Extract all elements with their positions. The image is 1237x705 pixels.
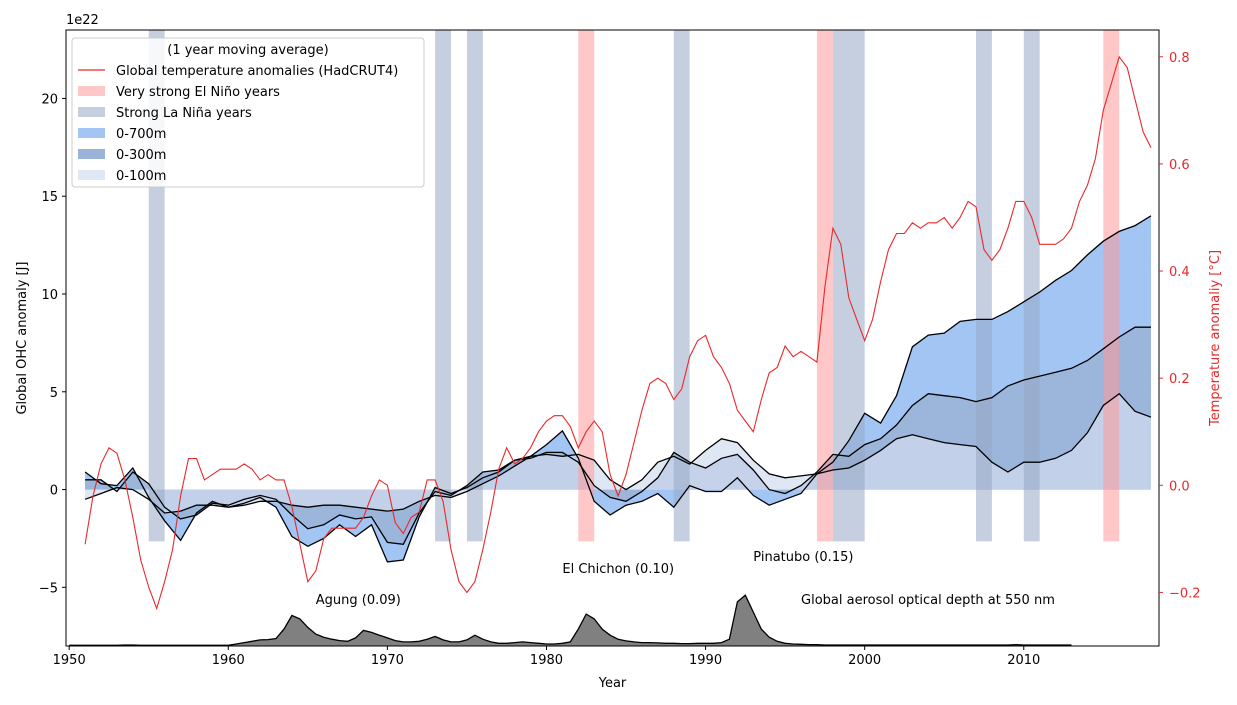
la-nina-band (435, 30, 452, 542)
y2-tick-label: 0.6 (1169, 158, 1190, 173)
legend-swatch (78, 107, 105, 117)
legend-title: (1 year moving average) (167, 43, 328, 58)
y2-tick-label: 0.4 (1169, 265, 1190, 280)
legend-entry: 0-300m (116, 148, 166, 163)
y-tick-label: 15 (41, 190, 58, 205)
legend-entry: 0-100m (116, 169, 166, 184)
el-nino-band (1103, 30, 1120, 542)
x-tick-label: 2000 (848, 653, 881, 668)
la-nina-band (673, 30, 690, 542)
ohc-line-0-300m (85, 326, 1151, 545)
la-nina-band (976, 30, 992, 542)
la-nina-band (832, 30, 865, 542)
plot-layer (69, 30, 1152, 646)
y2-axis-title: Temperature anomaliy [°C] (1208, 250, 1223, 427)
legend-entry: Strong La Niña years (116, 106, 252, 121)
la-nina-band (1023, 30, 1040, 542)
y-axis-title: Global OHC anomaly [J] (15, 261, 30, 414)
legend-entry: Global temperature anomalies (HadCRUT4) (116, 64, 398, 79)
x-tick-label: 1990 (689, 653, 722, 668)
y-offset-text: 1e22 (66, 13, 99, 28)
y-tick-label: −5 (39, 581, 58, 596)
legend: (1 year moving average) Global temperatur… (71, 37, 425, 188)
y2-tick-label: −0.2 (1169, 586, 1201, 601)
y-tick-label: 10 (41, 288, 58, 303)
annotation-2: Pinatubo (0.15) (753, 550, 853, 565)
legend-swatch (78, 86, 105, 96)
legend-swatch (78, 170, 105, 180)
temperature-line (84, 55, 1152, 611)
y2-tick-label: 0.8 (1169, 51, 1190, 66)
ohc-line-0-700m (84, 215, 1152, 563)
ohc-line-0-100m (84, 392, 1152, 514)
x-tick-label: 1950 (53, 653, 86, 668)
annotation-0: Agung (0.09) (316, 593, 401, 608)
legend-swatch (78, 149, 105, 159)
legend-entry: 0-700m (116, 127, 166, 142)
el-nino-band (578, 30, 595, 542)
annotation-3: Global aerosol optical depth at 550 nm (801, 593, 1055, 608)
y2-tick-label: 0.0 (1169, 479, 1190, 494)
legend-entry: Very strong El Niño years (116, 85, 280, 100)
ohc-100m-area (85, 393, 1152, 513)
x-tick-label: 1970 (371, 653, 404, 668)
la-nina-band (466, 30, 483, 542)
x-axis-title: Year (598, 676, 627, 691)
plot-frame (65, 29, 1160, 647)
y-tick-label: 20 (41, 92, 58, 107)
aerosol-line (69, 594, 1072, 646)
legend-frame (71, 37, 425, 188)
y-tick-label: 0 (50, 484, 58, 499)
legend-swatch (78, 128, 105, 138)
y2-tick-label: 0.2 (1169, 372, 1190, 387)
x-tick-label: 2010 (1007, 653, 1040, 668)
y-tick-label: 5 (50, 386, 58, 401)
x-tick-label: 1960 (212, 653, 245, 668)
annotation-1: El Chichon (0.10) (562, 562, 674, 577)
x-tick-label: 1980 (530, 653, 563, 668)
